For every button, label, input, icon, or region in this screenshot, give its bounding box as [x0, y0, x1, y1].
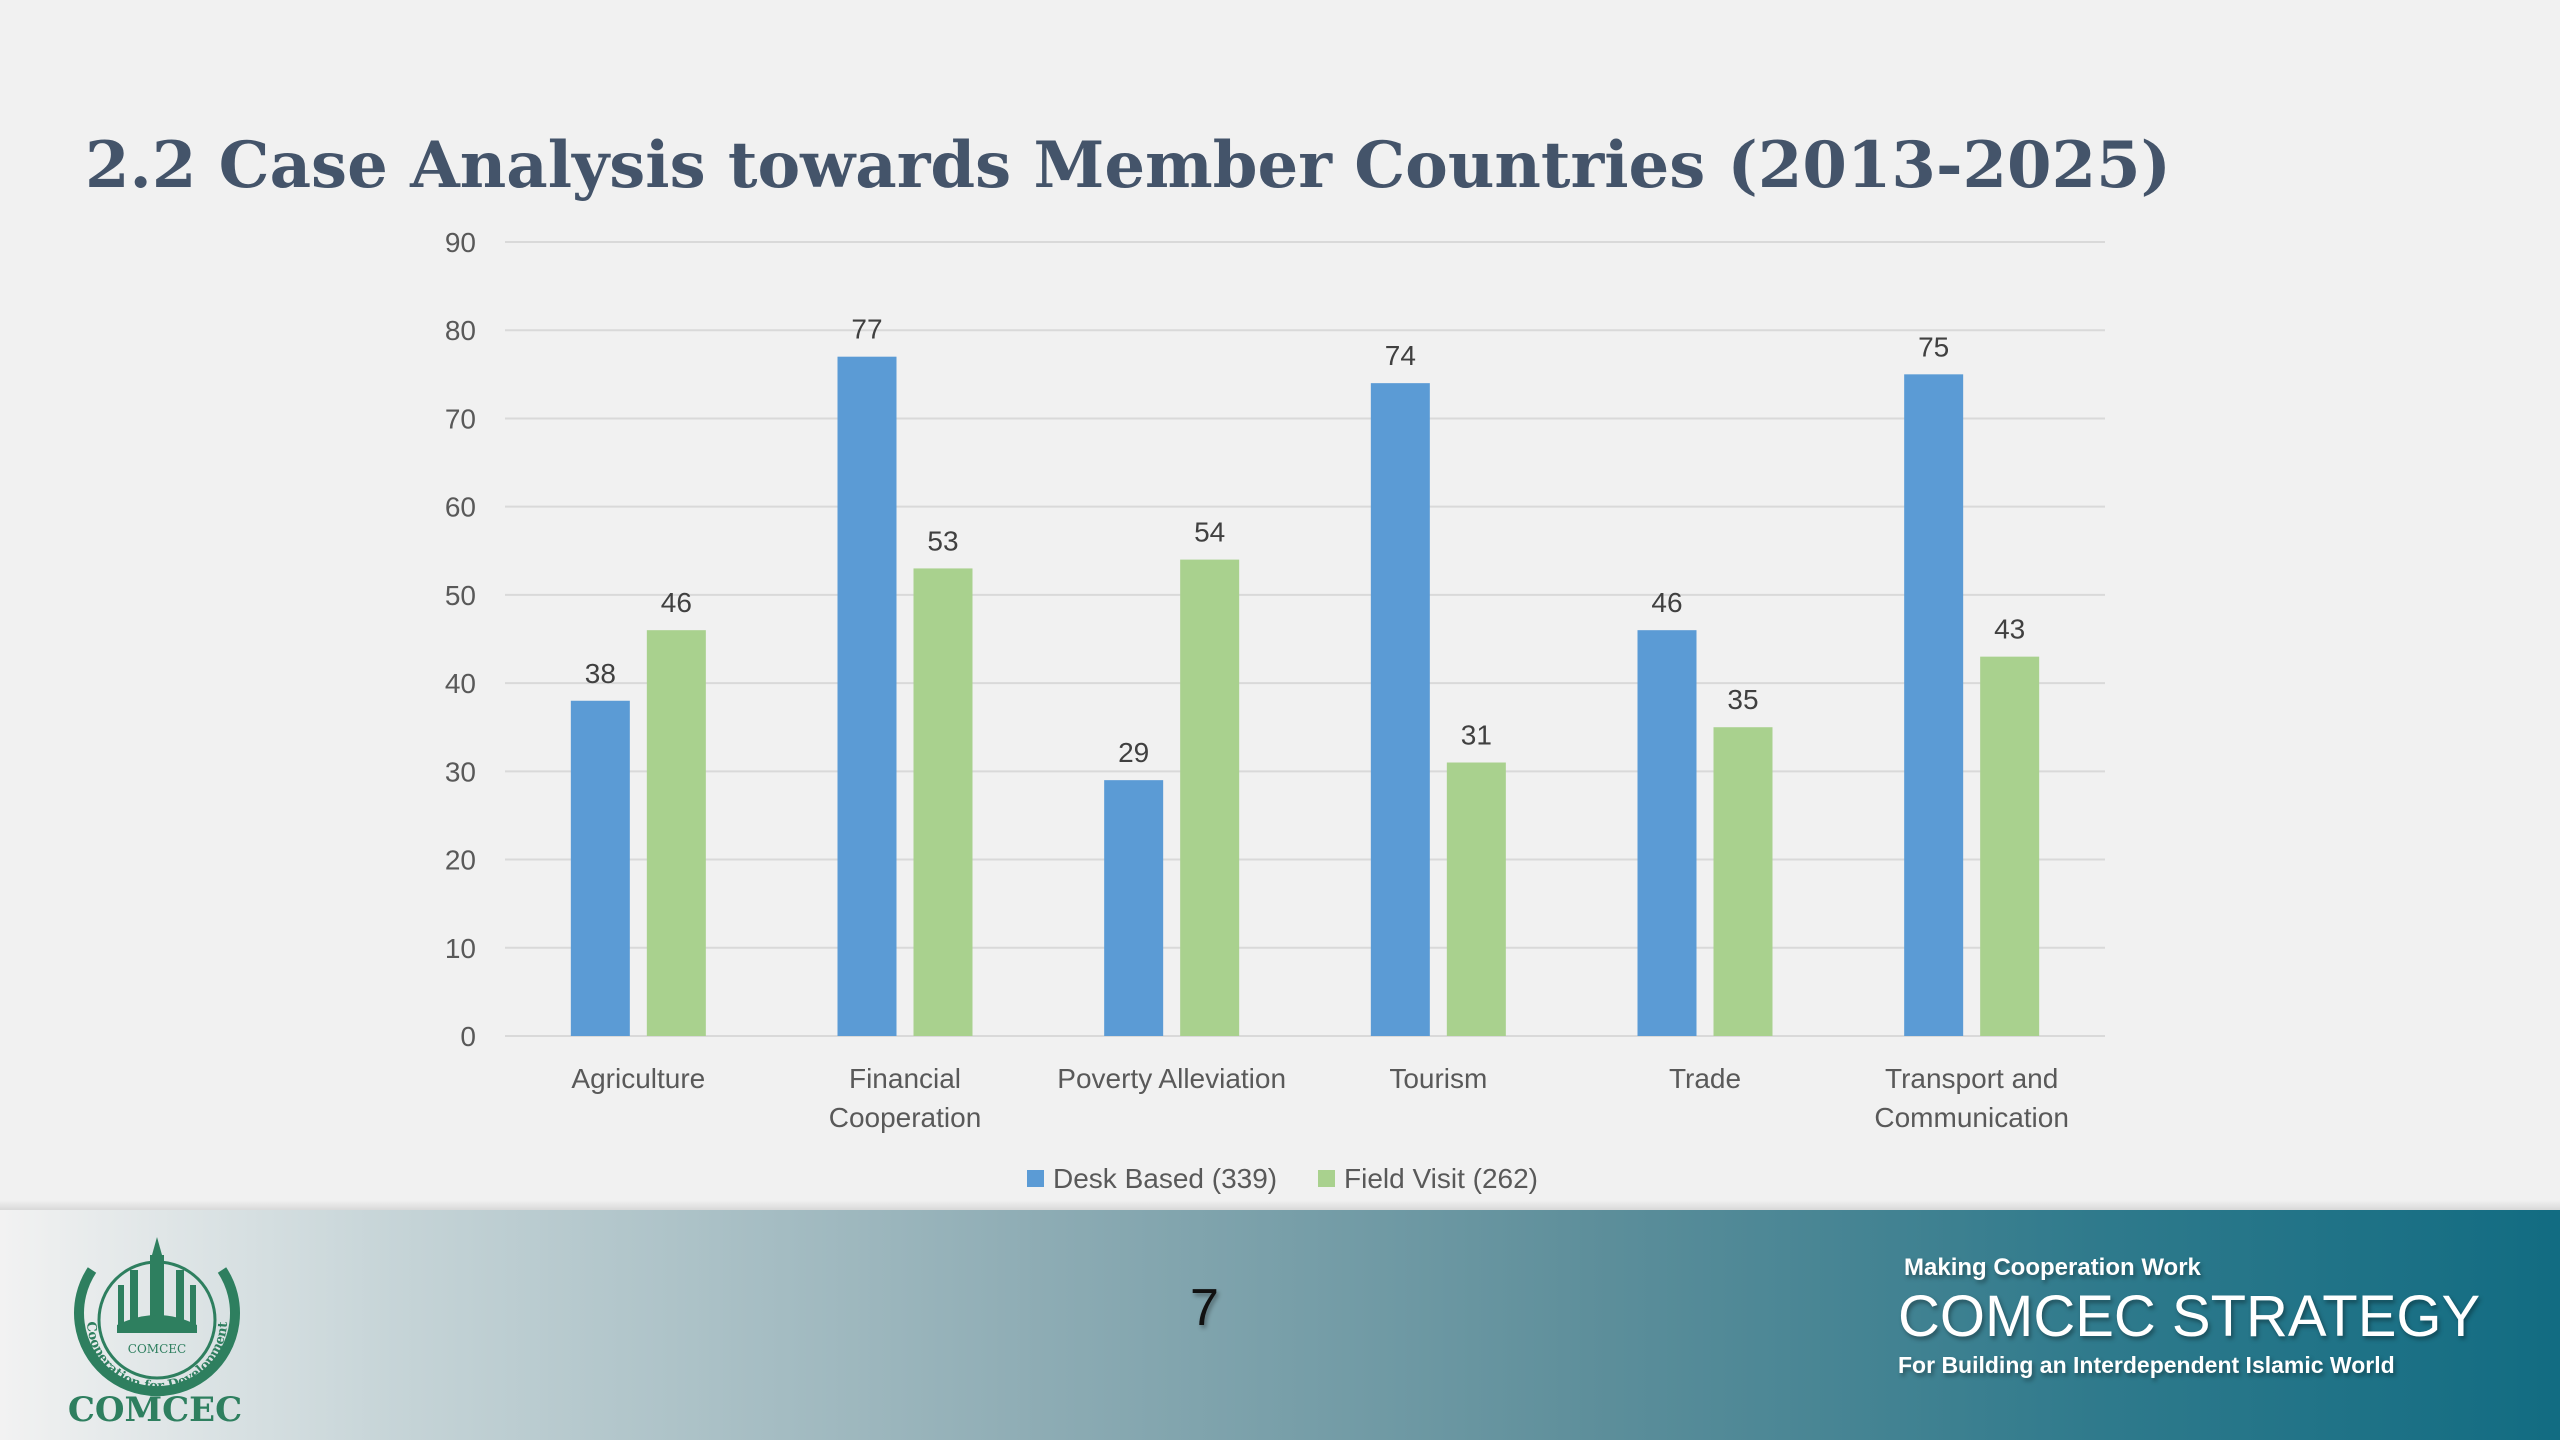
- x-tick-label: Cooperation: [829, 1102, 982, 1133]
- y-tick-label: 60: [445, 492, 476, 523]
- data-label: 75: [1918, 331, 1949, 362]
- x-axis-ticks: Agriculture Financial Cooperation Poverty A…: [571, 1063, 2069, 1133]
- y-tick-label: 80: [445, 315, 476, 346]
- legend-swatch: [1318, 1170, 1335, 1187]
- data-label: 35: [1727, 684, 1758, 715]
- bar: [1904, 374, 1964, 1036]
- y-tick-label: 70: [445, 403, 476, 434]
- bar: [570, 700, 630, 1036]
- x-tick-label: Tourism: [1389, 1063, 1487, 1094]
- slide-title: 2.2 Case Analysis towards Member Countri…: [85, 128, 2171, 203]
- bar: [1104, 780, 1164, 1036]
- bar: [1713, 727, 1773, 1036]
- data-labels: 38 46 77 53 29 54 74 31 46 35 75 43: [585, 314, 2025, 768]
- data-label: 46: [1651, 587, 1682, 618]
- bar: [1980, 656, 2040, 1036]
- legend-swatch: [1027, 1170, 1044, 1187]
- data-label: 31: [1461, 720, 1492, 751]
- logo-text: COMCEC: [67, 1390, 243, 1430]
- page-number: 7: [1190, 1279, 1219, 1337]
- y-tick-label: 50: [445, 580, 476, 611]
- data-label: 77: [851, 314, 882, 345]
- y-axis-ticks: 0 10 20 30 40 50 60 70 80 90: [445, 227, 476, 1052]
- data-label: 54: [1194, 517, 1225, 548]
- footer-bar: [0, 1210, 2560, 1440]
- data-label: 46: [661, 587, 692, 618]
- brand-block: Making Cooperation Work COMCEC STRATEGY …: [1898, 1254, 2480, 1379]
- bar: [913, 568, 973, 1036]
- x-tick-label: Communication: [1874, 1102, 2069, 1133]
- x-tick-label: Financial: [849, 1063, 961, 1094]
- legend-label: Field Visit (262): [1344, 1163, 1538, 1194]
- x-tick-label: Poverty Alleviation: [1057, 1063, 1286, 1094]
- bars: [570, 356, 2040, 1037]
- data-label: 43: [1994, 614, 2025, 645]
- x-tick-label: Agriculture: [571, 1063, 705, 1094]
- bar: [1180, 559, 1240, 1036]
- bar: [646, 630, 706, 1036]
- comcec-logo: COMCEC Cooperation for Development: [74, 1237, 240, 1397]
- y-tick-label: 10: [445, 933, 476, 964]
- data-label: 29: [1118, 737, 1149, 768]
- brand-subtitle: For Building an Interdependent Islamic W…: [1898, 1352, 2395, 1378]
- x-tick-label: Trade: [1669, 1063, 1741, 1094]
- bar: [1637, 630, 1697, 1036]
- x-tick-label: Transport and: [1885, 1063, 2058, 1094]
- legend-label: Desk Based (339): [1053, 1163, 1277, 1194]
- brand-tagline: Making Cooperation Work: [1904, 1254, 2201, 1281]
- footer-shadow: [0, 1200, 2560, 1212]
- grid-lines: [505, 241, 2105, 1037]
- bar: [837, 356, 897, 1036]
- bar-chart: 0 10 20 30 40 50 60 70 80 90 38 46 77 53 29 54 74 31 46 35…: [445, 227, 2105, 1194]
- bar: [1446, 762, 1506, 1036]
- y-tick-label: 0: [460, 1021, 476, 1052]
- legend: Desk Based (339) Field Visit (262): [1027, 1163, 1538, 1194]
- y-tick-label: 40: [445, 668, 476, 699]
- brand-name: COMCEC STRATEGY: [1898, 1284, 2481, 1349]
- data-label: 74: [1385, 340, 1416, 371]
- bar: [1370, 383, 1430, 1037]
- logo-inner-text: COMCEC: [128, 1342, 186, 1356]
- data-label: 38: [585, 658, 616, 689]
- data-label: 53: [927, 525, 958, 556]
- y-tick-label: 90: [445, 227, 476, 258]
- y-tick-label: 30: [445, 756, 476, 787]
- y-tick-label: 20: [445, 845, 476, 876]
